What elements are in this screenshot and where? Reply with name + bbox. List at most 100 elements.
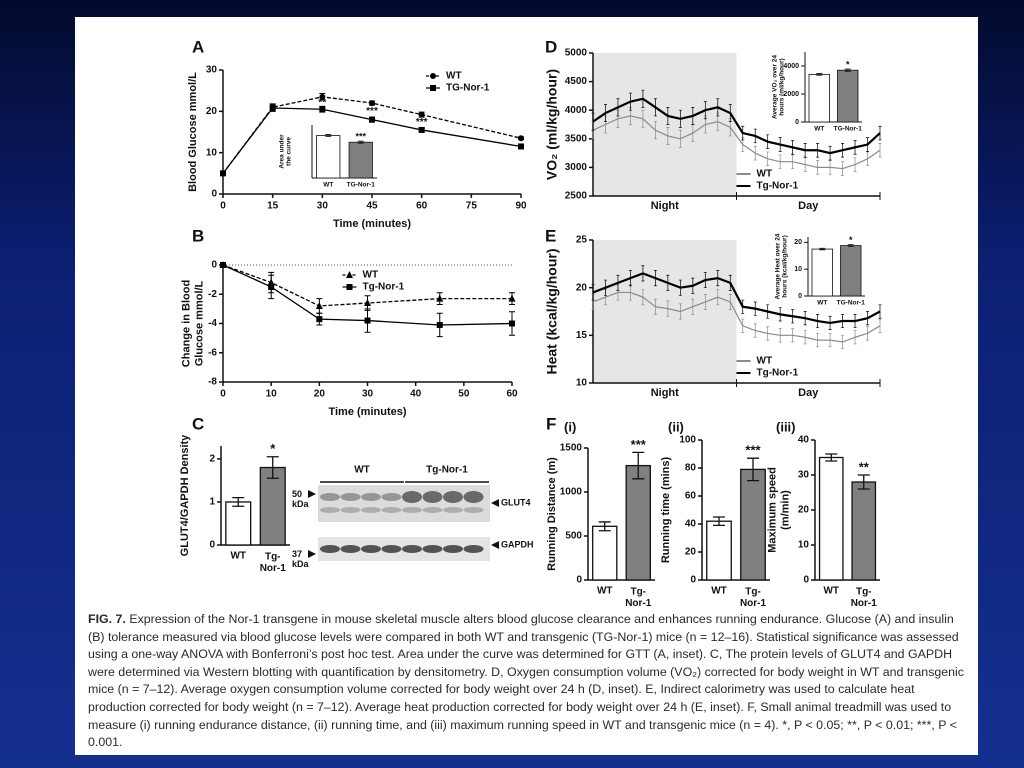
y-tick-label: 1000 [560, 487, 583, 498]
data-point [220, 170, 226, 177]
blot-arrow [308, 550, 316, 558]
blot-band [443, 491, 463, 503]
x-tick-label: 30 [362, 389, 374, 400]
y-tick-label: 10 [794, 266, 802, 273]
data-point [430, 73, 436, 79]
blot-size-label: 37 kDa [292, 549, 310, 569]
y-tick-label: 0 [690, 575, 696, 586]
y-tick-label: 40 [685, 519, 697, 530]
figure-panel [75, 17, 978, 755]
x-tick-label: Tg-Nor-1 [260, 551, 287, 574]
series-line [222, 107, 522, 174]
series-line [592, 97, 881, 155]
y-tick-label: 20 [685, 547, 697, 558]
data-point [418, 126, 425, 133]
data-point [319, 106, 326, 113]
y-axis-label: Running time (mins) [660, 457, 672, 564]
error-bar [713, 516, 725, 527]
x-tick-label: 30 [317, 201, 329, 212]
significance: *** [416, 117, 428, 128]
period-label: Day [798, 200, 819, 212]
bar [706, 520, 732, 581]
blot-band [422, 545, 443, 553]
blot-band [422, 507, 443, 513]
y-axis-label: Running Distance (m) [546, 457, 558, 571]
panel-sublabel: (ii) [668, 419, 684, 434]
blot-arrow [308, 490, 316, 498]
caption: FIG. 7. Expression of the Nor-1 transgen… [88, 611, 968, 752]
data-point [364, 317, 371, 324]
blot-band [381, 545, 402, 553]
panel-label: F [546, 414, 556, 433]
y-tick-label: -4 [208, 318, 217, 329]
y-tick-label: 20 [794, 239, 802, 246]
data-point [315, 301, 323, 309]
y-tick-label: 1 [209, 497, 215, 508]
x-axis-label: Time (minutes) [333, 218, 411, 230]
x-tick-label: WT [711, 586, 727, 597]
legend-label: WT [757, 169, 773, 180]
caption-label: FIG. 7. [88, 612, 126, 626]
panel-label: C [192, 414, 204, 433]
legend-label: Tg-Nor-1 [757, 181, 799, 192]
bar [316, 135, 341, 179]
error-bar [857, 474, 870, 490]
blot-band [463, 545, 484, 553]
y-axis-label: Maximum speed(m/min) [767, 467, 792, 553]
series-line [592, 115, 881, 170]
blot-size-label: 50 kDa [292, 489, 310, 509]
bar [348, 141, 373, 179]
error-bar [819, 247, 826, 251]
data-point [268, 283, 275, 290]
bar [625, 464, 651, 581]
night-shading [593, 240, 737, 383]
y-tick-label: 30 [206, 65, 218, 76]
y-tick-label: 0 [211, 189, 217, 200]
x-tick-label: TG-Nor-1 [837, 300, 866, 307]
error-bar [325, 134, 332, 138]
y-tick-label: 10 [206, 147, 218, 158]
x-tick-label: TG-Nor-1 [347, 182, 376, 189]
data-point [369, 100, 375, 107]
y-axis-label: Heat (kcal/kg/hour) [544, 248, 560, 374]
blot-band [340, 507, 361, 513]
legend-label: Tg-Nor-1 [757, 368, 799, 379]
series-line [222, 264, 512, 307]
y-tick-label: 4500 [565, 76, 588, 87]
x-tick-label: 15 [267, 201, 279, 212]
y-tick-label: -8 [208, 377, 217, 388]
significance: * [846, 59, 850, 69]
x-tick-label: Tg-Nor-1 [740, 586, 767, 609]
data-point [346, 271, 353, 278]
x-tick-label: WT [817, 300, 827, 307]
y-tick-label: 2 [209, 454, 215, 465]
data-point [364, 299, 371, 307]
error-bar [816, 73, 823, 76]
y-tick-label: -2 [208, 289, 217, 300]
bar [811, 248, 833, 297]
x-tick-label: TG-Nor-1 [834, 126, 863, 133]
blot-band [402, 507, 422, 513]
x-tick-label: WT [823, 586, 839, 597]
period-label: Day [798, 387, 819, 399]
legend-label: TG-Nor-1 [446, 83, 490, 94]
data-point [269, 105, 276, 112]
x-tick-label: 0 [220, 201, 226, 212]
panel-label: D [545, 37, 557, 56]
data-point [518, 143, 524, 150]
blot-band [443, 507, 463, 513]
x-axis-label: Time (minutes) [328, 406, 406, 418]
legend-label: WT [446, 71, 462, 82]
blot-band [422, 491, 443, 503]
panel-label: E [545, 226, 556, 245]
data-point [436, 321, 443, 328]
data-point [518, 135, 524, 142]
series-line [222, 264, 513, 326]
blot-band [463, 491, 484, 503]
x-tick-label: 20 [314, 389, 326, 400]
y-tick-label: 0 [209, 540, 215, 551]
y-axis-label: Area underthe curve [278, 134, 292, 169]
data-point [369, 116, 375, 123]
bar [808, 74, 830, 123]
